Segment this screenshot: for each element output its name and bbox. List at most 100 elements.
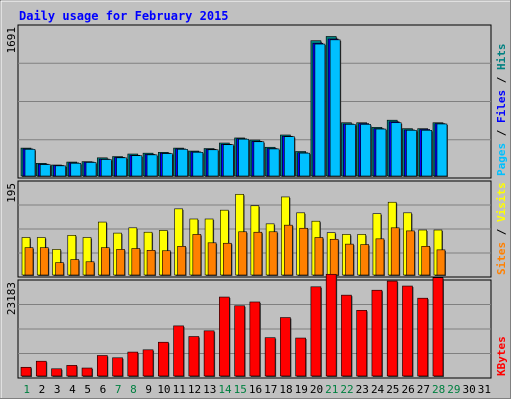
bar-sites-day-16 — [253, 231, 263, 276]
x-tick-label: 13 — [203, 383, 216, 396]
x-tick-label: 31 — [478, 383, 491, 396]
panel-pages-files-hits: 1691 Pages / Files / Hits — [5, 24, 508, 179]
bar-kbytes-day-6 — [96, 355, 108, 377]
bar-pages-day-16 — [253, 141, 265, 177]
x-tick-label: 16 — [249, 383, 262, 396]
bar-kbytes-day-9 — [142, 349, 154, 377]
legend-entry: KBytes — [495, 336, 508, 376]
y-max-label: 1691 — [5, 27, 18, 54]
x-tick-label: 17 — [264, 383, 277, 396]
x-tick-label: 7 — [115, 383, 122, 396]
x-tick-label: 29 — [447, 383, 460, 396]
bar-pages-day-13 — [207, 149, 219, 177]
bar-pages-day-11 — [177, 149, 188, 177]
chart-title: Daily usage for February 2015 — [19, 9, 229, 23]
x-tick-label: 6 — [100, 383, 107, 396]
bar-sites-day-23 — [360, 244, 369, 276]
bar-pages-day-8 — [131, 155, 143, 177]
legend-entry: Files — [495, 90, 508, 123]
bar-kbytes-day-26 — [402, 285, 413, 377]
bar-kbytes-day-8 — [127, 351, 139, 377]
bar-pages-day-7 — [116, 157, 127, 177]
x-tick-label: 21 — [325, 383, 338, 396]
bar-sites-day-21 — [329, 238, 339, 276]
bar-kbytes-day-24 — [371, 289, 383, 377]
x-tick-label: 28 — [432, 383, 445, 396]
bar-kbytes-day-1 — [20, 366, 32, 377]
bar-pages-day-25 — [390, 122, 402, 177]
bar-pages-day-3 — [55, 165, 66, 177]
bar-kbytes-day-28 — [432, 277, 444, 377]
bar-kbytes-day-2 — [35, 360, 47, 377]
bar-kbytes-day-18 — [280, 317, 291, 377]
bar-pages-day-18 — [284, 136, 295, 177]
x-tick-label: 1 — [23, 383, 30, 396]
x-tick-label: 24 — [371, 383, 385, 396]
bar-sites-day-20 — [314, 237, 324, 276]
x-tick-label: 15 — [234, 383, 247, 396]
bar-sites-day-28 — [436, 249, 446, 276]
bar-sites-day-27 — [421, 246, 431, 276]
bar-sites-day-25 — [390, 227, 400, 276]
x-tick-label: 12 — [188, 383, 201, 396]
bar-sites-day-7 — [116, 249, 125, 276]
y-max-label: 23183 — [5, 282, 18, 315]
bar-sites-day-3 — [55, 262, 64, 276]
bar-pages-day-4 — [70, 163, 82, 177]
legend-entry: Sites — [495, 242, 508, 275]
bar-kbytes-day-13 — [203, 330, 215, 377]
bar-pages-day-14 — [223, 144, 234, 177]
bar-kbytes-day-11 — [173, 325, 184, 377]
bar-kbytes-day-25 — [386, 280, 398, 377]
bar-kbytes-day-15 — [234, 305, 245, 377]
bar-kbytes-day-27 — [417, 297, 429, 377]
panel-visits-sites: 195 Sites / Visits — [5, 180, 508, 278]
legend-separator: / — [495, 123, 508, 143]
x-tick-label: 4 — [69, 383, 76, 396]
bar-pages-day-28 — [436, 123, 448, 177]
x-tick-label: 19 — [295, 383, 308, 396]
bar-sites-day-1 — [24, 247, 34, 276]
bar-sites-day-5 — [85, 261, 95, 276]
legend-kbytes: KBytes — [495, 336, 508, 376]
bar-sites-day-13 — [207, 242, 217, 276]
bar-sites-day-17 — [268, 231, 278, 276]
x-tick-label: 3 — [54, 383, 61, 396]
x-tick-label: 2 — [39, 383, 46, 396]
bar-pages-day-23 — [360, 124, 371, 177]
x-tick-label: 22 — [340, 383, 353, 396]
bar-pages-day-21 — [329, 39, 341, 177]
bar-pages-day-1 — [24, 149, 36, 177]
legend-separator: / — [495, 70, 508, 90]
bar-kbytes-day-4 — [66, 365, 78, 377]
bar-sites-day-19 — [299, 227, 308, 276]
bar-pages-day-2 — [39, 164, 51, 177]
x-tick-label: 9 — [145, 383, 152, 396]
bar-pages-day-9 — [146, 154, 158, 177]
bar-pages-day-27 — [421, 130, 433, 177]
bar-pages-day-12 — [192, 152, 204, 177]
bar-kbytes-day-10 — [158, 341, 169, 377]
x-tick-label: 23 — [356, 383, 369, 396]
bar-pages-day-20 — [314, 43, 326, 177]
x-tick-label: 8 — [130, 383, 137, 396]
x-tick-label: 10 — [157, 383, 170, 396]
x-tick-label: 30 — [462, 383, 475, 396]
bar-kbytes-day-23 — [356, 310, 367, 377]
legend-pages-files-hits: Pages / Files / Hits — [495, 44, 508, 177]
bar-sites-day-8 — [131, 248, 141, 276]
bar-pages-day-26 — [406, 130, 417, 177]
bar-sites-day-24 — [375, 238, 385, 276]
legend-entry: Visits — [495, 182, 508, 222]
bar-pages-day-15 — [238, 138, 249, 177]
x-axis-labels: 1 2 3 4 5 6 7 8 9 10 11 12 13 14 15 16 17 18 19 20 21 22 23 24 2… — [23, 383, 491, 396]
x-tick-label: 25 — [386, 383, 399, 396]
x-tick-label: 5 — [84, 383, 91, 396]
x-tick-label: 14 — [218, 383, 232, 396]
bar-pages-day-6 — [100, 159, 112, 177]
panel-kbytes: 23183 KBytes — [5, 273, 508, 379]
x-tick-label: 26 — [401, 383, 414, 396]
x-tick-label: 20 — [310, 383, 323, 396]
